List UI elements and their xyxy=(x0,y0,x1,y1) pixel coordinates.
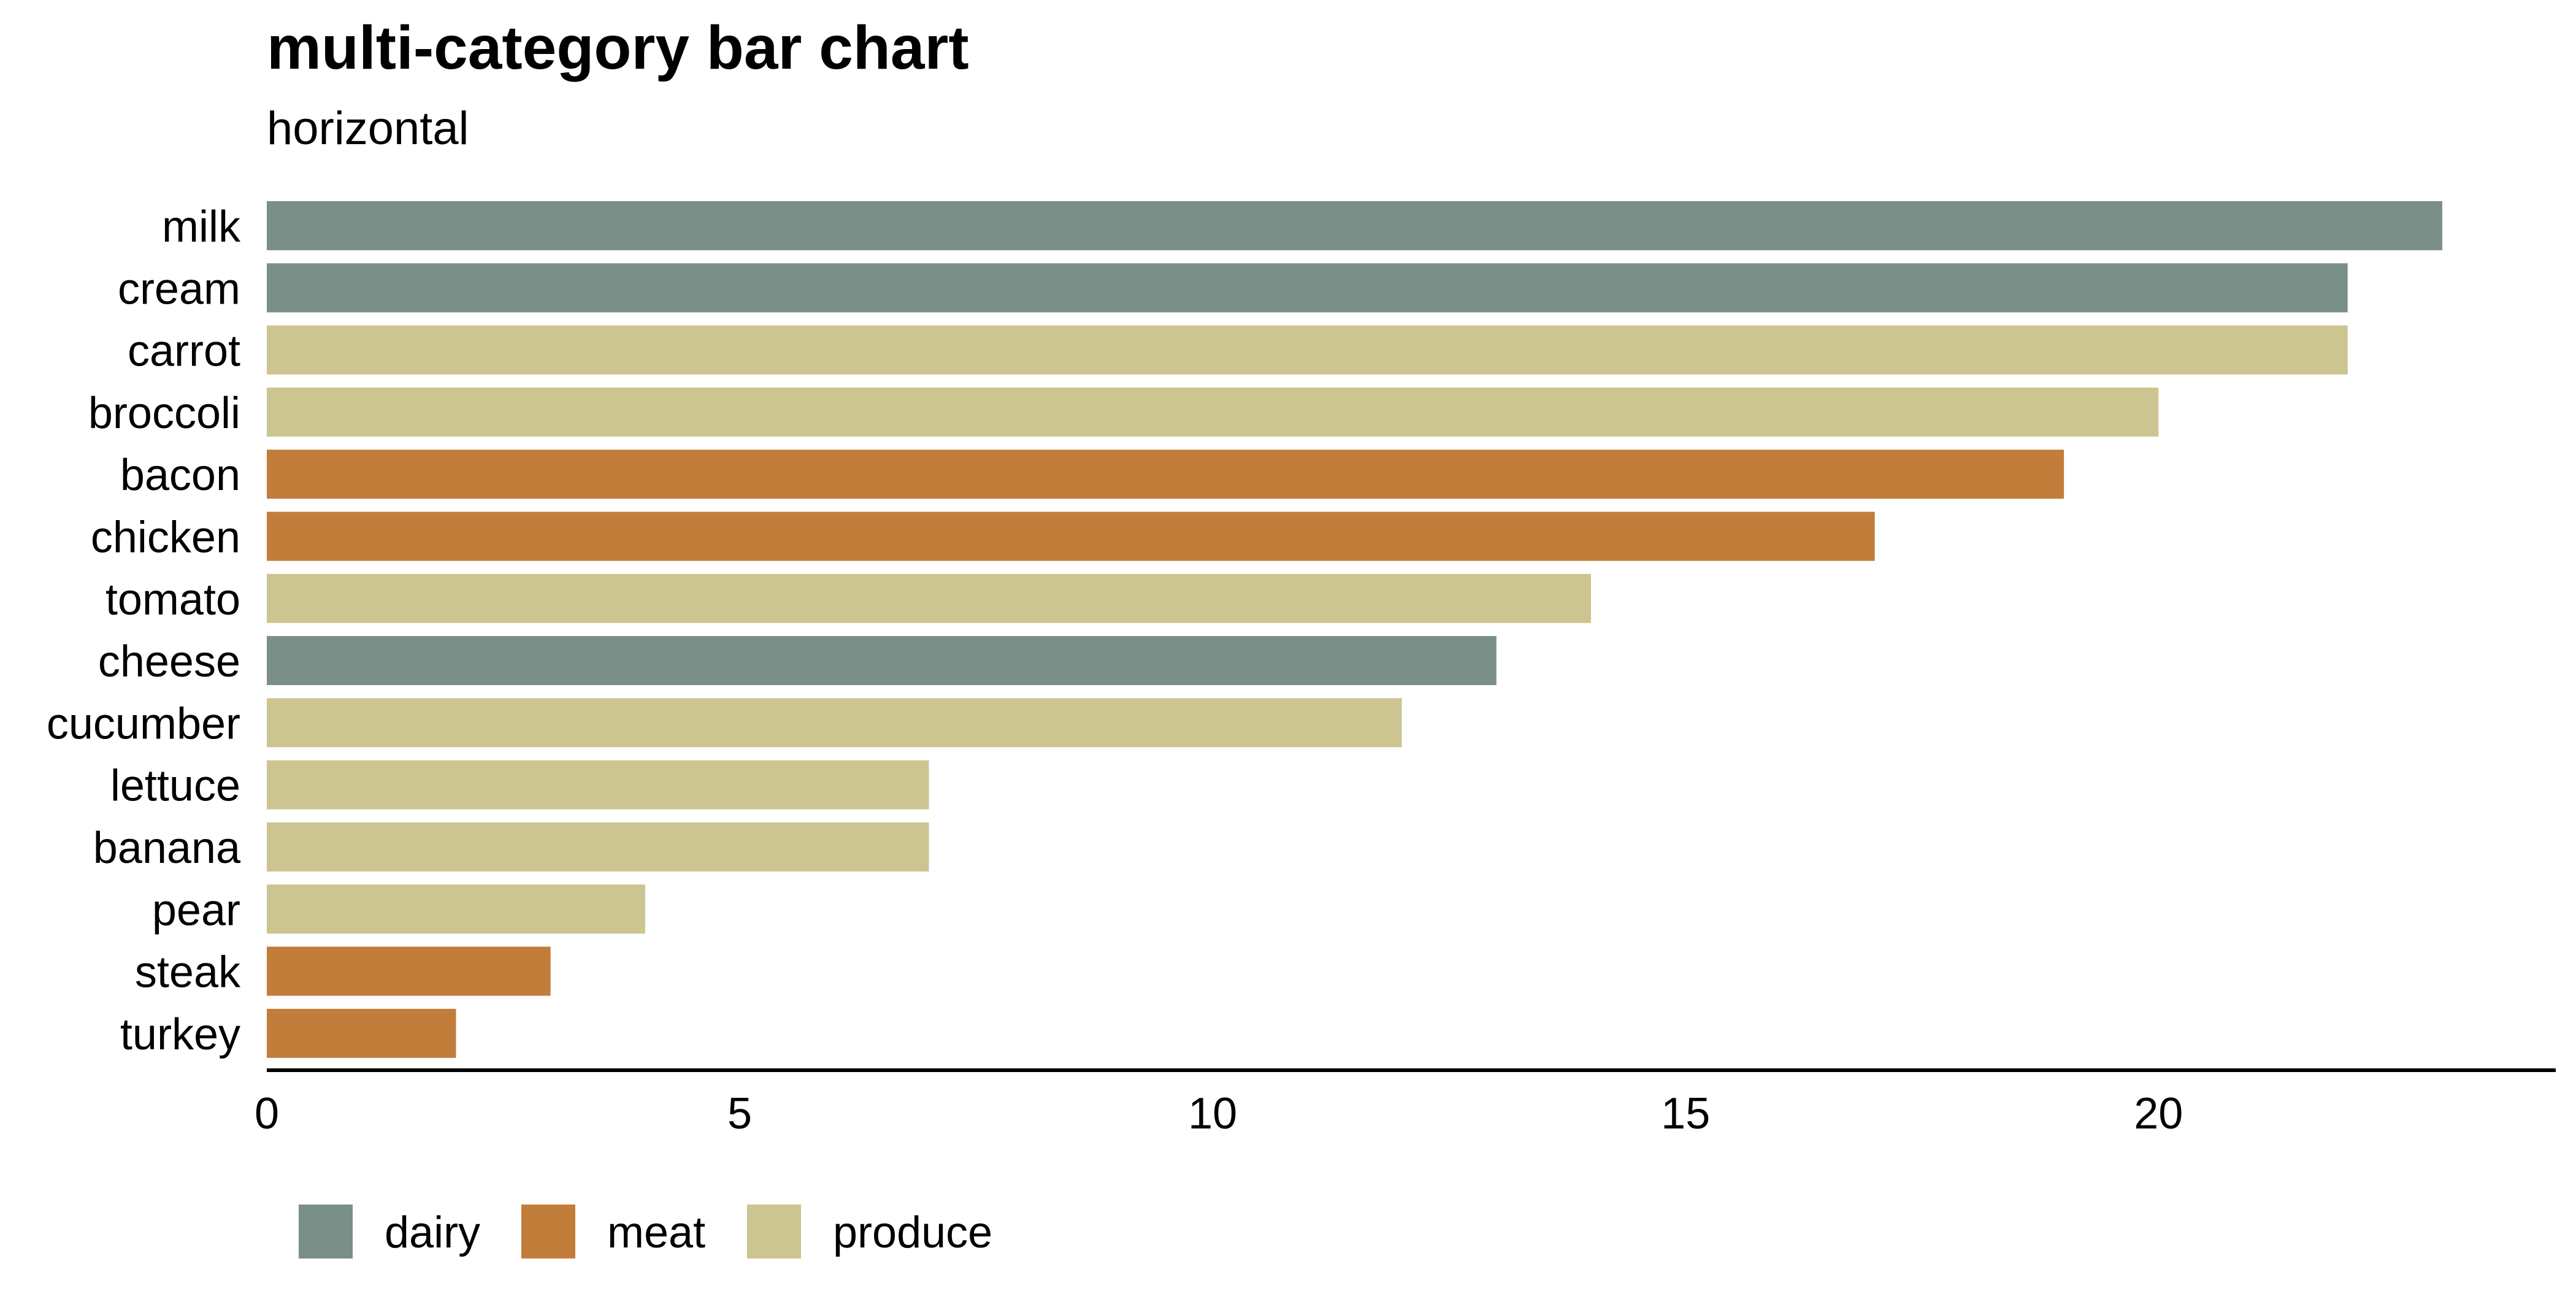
bar-milk xyxy=(267,201,2442,250)
category-label-cream: cream xyxy=(118,264,240,313)
bar-banana xyxy=(267,822,929,872)
legend-swatch-produce xyxy=(747,1205,801,1258)
bar-chicken xyxy=(267,511,1875,561)
x-tick-label-10: 10 xyxy=(1188,1089,1237,1138)
bar-cream xyxy=(267,263,2348,313)
chart-subtitle: horizontal xyxy=(267,102,469,155)
x-tick-label-15: 15 xyxy=(1661,1089,1710,1138)
category-label-turkey: turkey xyxy=(120,1010,240,1059)
x-tick-label-0: 0 xyxy=(255,1089,279,1138)
legend-swatch-meat xyxy=(521,1205,575,1258)
x-axis-ticks: 0 5 10 15 20 xyxy=(255,1089,2183,1138)
category-label-broccoli: broccoli xyxy=(88,389,240,438)
category-label-carrot: carrot xyxy=(128,327,240,376)
bar-bacon xyxy=(267,450,2064,499)
category-label-pear: pear xyxy=(152,886,240,935)
category-label-tomato: tomato xyxy=(105,575,240,624)
legend: dairy meat produce xyxy=(299,1205,992,1258)
category-labels: milk cream carrot broccoli bacon chicken tomat… xyxy=(47,202,241,1059)
legend-swatch-dairy xyxy=(299,1205,353,1258)
bar-broccoli xyxy=(267,387,2159,437)
bar-lettuce xyxy=(267,760,929,810)
category-label-banana: banana xyxy=(93,824,241,873)
category-label-cheese: cheese xyxy=(98,637,240,686)
bar-tomato xyxy=(267,573,1592,623)
bar-pear xyxy=(267,884,645,934)
legend-label-produce: produce xyxy=(833,1208,992,1257)
bar-turkey xyxy=(267,1008,456,1058)
x-tick-label-5: 5 xyxy=(727,1089,752,1138)
category-label-chicken: chicken xyxy=(91,513,240,562)
bar-steak xyxy=(267,946,551,996)
legend-label-dairy: dairy xyxy=(385,1208,480,1257)
bars-layer xyxy=(267,201,2442,1058)
chart-title: multi-category bar chart xyxy=(267,13,969,82)
category-label-lettuce: lettuce xyxy=(110,762,240,811)
legend-label-meat: meat xyxy=(607,1208,705,1257)
category-label-bacon: bacon xyxy=(120,451,240,500)
category-label-steak: steak xyxy=(135,948,241,997)
bar-cucumber xyxy=(267,698,1402,748)
bar-carrot xyxy=(267,325,2348,375)
category-label-milk: milk xyxy=(162,202,241,251)
x-tick-label-20: 20 xyxy=(2134,1089,2183,1138)
category-label-cucumber: cucumber xyxy=(47,699,240,748)
bar-cheese xyxy=(267,636,1497,686)
